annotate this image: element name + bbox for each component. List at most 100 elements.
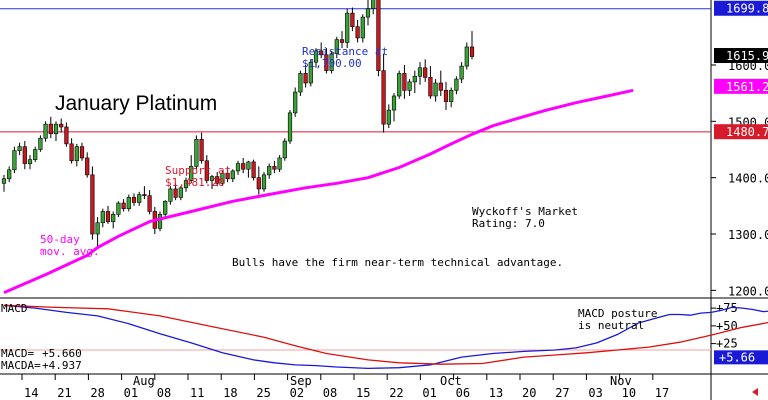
candle-body [334, 39, 339, 55]
candle-body [241, 163, 246, 170]
candle-body [69, 143, 74, 162]
candle-body [22, 146, 27, 164]
candle-body [126, 197, 131, 209]
candle-body [183, 180, 189, 189]
macd-readout-value: +5.660 [42, 347, 82, 360]
candle-body [204, 160, 209, 181]
price-label-value: 1699.8 [726, 2, 768, 16]
x-tick-label: 01 [422, 386, 436, 400]
candle-body [111, 213, 116, 222]
candle-body [48, 123, 53, 135]
candle-body [27, 159, 33, 164]
macd-annotation: MACD posture [578, 307, 657, 320]
x-tick-label: 14 [24, 386, 38, 400]
candle-body [79, 146, 85, 159]
x-month-label: Aug [133, 374, 155, 388]
x-tick-label: 21 [57, 386, 71, 400]
macd-readout-label: MACDA= [1, 359, 41, 372]
candle-body [137, 194, 142, 203]
price-label-value: 1615.9 [726, 49, 768, 63]
price-label-box [714, 0, 768, 16]
macd-series-line [3, 304, 768, 365]
x-month-label: Oct [440, 374, 462, 388]
candle-body [313, 50, 319, 63]
x-month-label: Nov [610, 374, 632, 388]
x-tick-label: 17 [655, 386, 669, 400]
candle-body [423, 67, 428, 78]
candle-body [147, 195, 152, 212]
candle-body [256, 177, 261, 190]
candle-body [397, 73, 402, 97]
candle-body [33, 149, 38, 160]
candle-body [85, 157, 90, 176]
candle-body [402, 73, 407, 91]
candle-body [417, 67, 423, 77]
candle-body [339, 39, 345, 43]
candle-body [438, 82, 443, 91]
macd-tick-label: +75 [716, 301, 738, 315]
x-tick-label: 25 [256, 386, 270, 400]
candle-body [43, 123, 48, 139]
price-label-value: 1561.2 [726, 80, 768, 94]
macd-readout-value: +4.937 [42, 359, 82, 372]
candle-body [12, 150, 17, 171]
candle-body [272, 166, 277, 170]
x-tick-label: 11 [190, 386, 204, 400]
candle-body [251, 161, 256, 178]
candle-body [407, 81, 412, 91]
x-tick-label: 22 [389, 386, 403, 400]
macd-tick-label: +25 [716, 337, 738, 351]
x-tick-label: 10 [622, 386, 636, 400]
candle-body [459, 65, 464, 80]
candle-body [168, 188, 173, 202]
ma-annotation: 50-day [40, 233, 80, 246]
candle-body [230, 170, 235, 180]
candle-body [74, 146, 79, 162]
candle-body [449, 90, 454, 102]
candle-body [121, 202, 126, 209]
price-label-box [714, 48, 768, 64]
candle-body [100, 211, 105, 224]
moving-average-line [3, 88, 634, 294]
price-label-value: 1480.7 [726, 125, 768, 139]
candle-body [1, 178, 7, 184]
candle-body [360, 16, 365, 39]
candle-body [38, 137, 43, 150]
candle-body [308, 61, 313, 84]
candle-body [355, 26, 360, 39]
x-month-label: Sep [290, 374, 312, 388]
rating-annotation: Wyckoff's Market [472, 205, 578, 218]
macd-annotation-2: is neutral [578, 319, 644, 332]
resistance-annotation-value: $1,700.00 [302, 57, 362, 70]
candle-body [267, 166, 272, 176]
candle-body [319, 50, 324, 56]
candle-body [324, 54, 329, 71]
macd-title: MACD [1, 302, 28, 315]
candle-body [381, 70, 386, 125]
support-annotation: Support at [165, 164, 231, 177]
candle-body [365, 8, 371, 18]
candle-body [194, 139, 199, 167]
x-tick-label: 01 [124, 386, 138, 400]
candle-body [64, 126, 69, 145]
x-tick-label: 06 [456, 386, 470, 400]
candle-body [287, 112, 293, 142]
price-tick-label: 1200.0 [728, 284, 768, 298]
x-tick-label: 03 [588, 386, 602, 400]
candle-body [173, 188, 178, 198]
support-annotation-value: $1,481.20 [165, 176, 225, 189]
candle-body [329, 53, 334, 71]
candle-body [261, 174, 267, 190]
x-tick-label: 27 [555, 386, 569, 400]
candle-body [376, 0, 381, 71]
candle-body [428, 77, 433, 97]
candle-body [142, 194, 147, 197]
macd-readout-label: MACD= [1, 347, 34, 360]
candle-body [220, 172, 225, 184]
candle-body [131, 197, 137, 203]
candle-body [412, 75, 417, 83]
x-tick-label: 18 [223, 386, 237, 400]
candle-body [178, 187, 183, 198]
candle-body [350, 12, 355, 27]
candle-body [189, 166, 194, 181]
